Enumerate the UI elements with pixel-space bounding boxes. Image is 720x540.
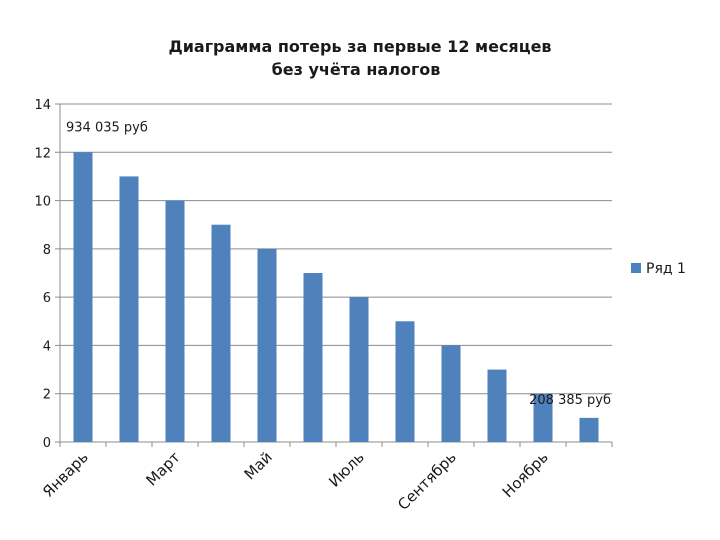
bar — [395, 321, 415, 442]
x-category-label: Март — [143, 448, 184, 489]
x-category-label: Ноябрь — [499, 448, 552, 501]
bar — [165, 200, 185, 442]
bar — [257, 248, 277, 442]
gridlines — [60, 103, 612, 395]
bar — [303, 273, 323, 442]
x-category-label: Май — [241, 448, 276, 483]
y-tick-label: 2 — [43, 388, 51, 403]
bar — [73, 152, 93, 443]
y-tick-label: 6 — [43, 291, 51, 306]
legend: Ряд 1 — [631, 261, 686, 277]
y-tick-label: 8 — [43, 243, 51, 258]
x-category-label: Июль — [325, 448, 368, 491]
bar — [211, 224, 231, 442]
legend-swatch — [631, 263, 641, 273]
y-tick-label: 0 — [43, 436, 51, 451]
y-tick-label: 4 — [43, 339, 51, 354]
chart-title-line-2: без учёта налогов — [272, 60, 441, 79]
bar — [487, 369, 507, 442]
bar — [579, 417, 599, 442]
y-tick-label: 10 — [34, 195, 51, 210]
x-category-label: Сентябрь — [394, 448, 460, 514]
bar — [533, 393, 553, 442]
axes — [55, 103, 613, 447]
bar — [441, 345, 461, 442]
legend-label: Ряд 1 — [646, 261, 686, 277]
y-tick-label: 14 — [34, 98, 51, 113]
x-category-label: Январь — [39, 448, 92, 501]
bar — [119, 176, 139, 442]
chart-title-line-1: Диаграмма потерь за первые 12 месяцев — [168, 37, 551, 56]
bar — [349, 297, 369, 442]
bars — [73, 152, 599, 443]
data-label: 934 035 руб — [66, 120, 148, 135]
data-label: 208 385 руб — [529, 393, 611, 408]
y-tick-label: 12 — [34, 146, 51, 161]
